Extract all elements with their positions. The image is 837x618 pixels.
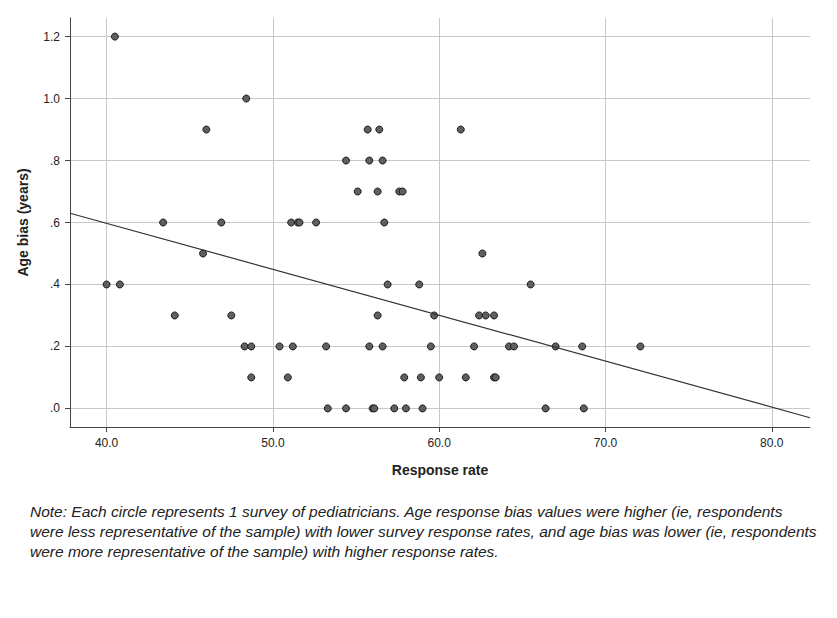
svg-text:.6: .6 <box>50 216 60 230</box>
svg-text:60.0: 60.0 <box>427 436 451 450</box>
svg-text:50.0: 50.0 <box>261 436 285 450</box>
svg-text:Response rate: Response rate <box>392 462 489 478</box>
svg-text:80.0: 80.0 <box>760 436 784 450</box>
svg-text:Age bias (years): Age bias (years) <box>15 168 31 276</box>
svg-text:1.0: 1.0 <box>43 92 60 106</box>
svg-text:.0: .0 <box>50 401 60 415</box>
svg-text:1.2: 1.2 <box>43 30 60 44</box>
svg-text:40.0: 40.0 <box>95 436 119 450</box>
svg-text:.2: .2 <box>50 339 60 353</box>
html-text:Note: Each circle represents 1: Note: Each circle represents 1 survey of… <box>30 503 817 561</box>
svg-text:.4: .4 <box>50 277 60 291</box>
svg-text:.8: .8 <box>50 154 60 168</box>
svg-text:70.0: 70.0 <box>594 436 618 450</box>
